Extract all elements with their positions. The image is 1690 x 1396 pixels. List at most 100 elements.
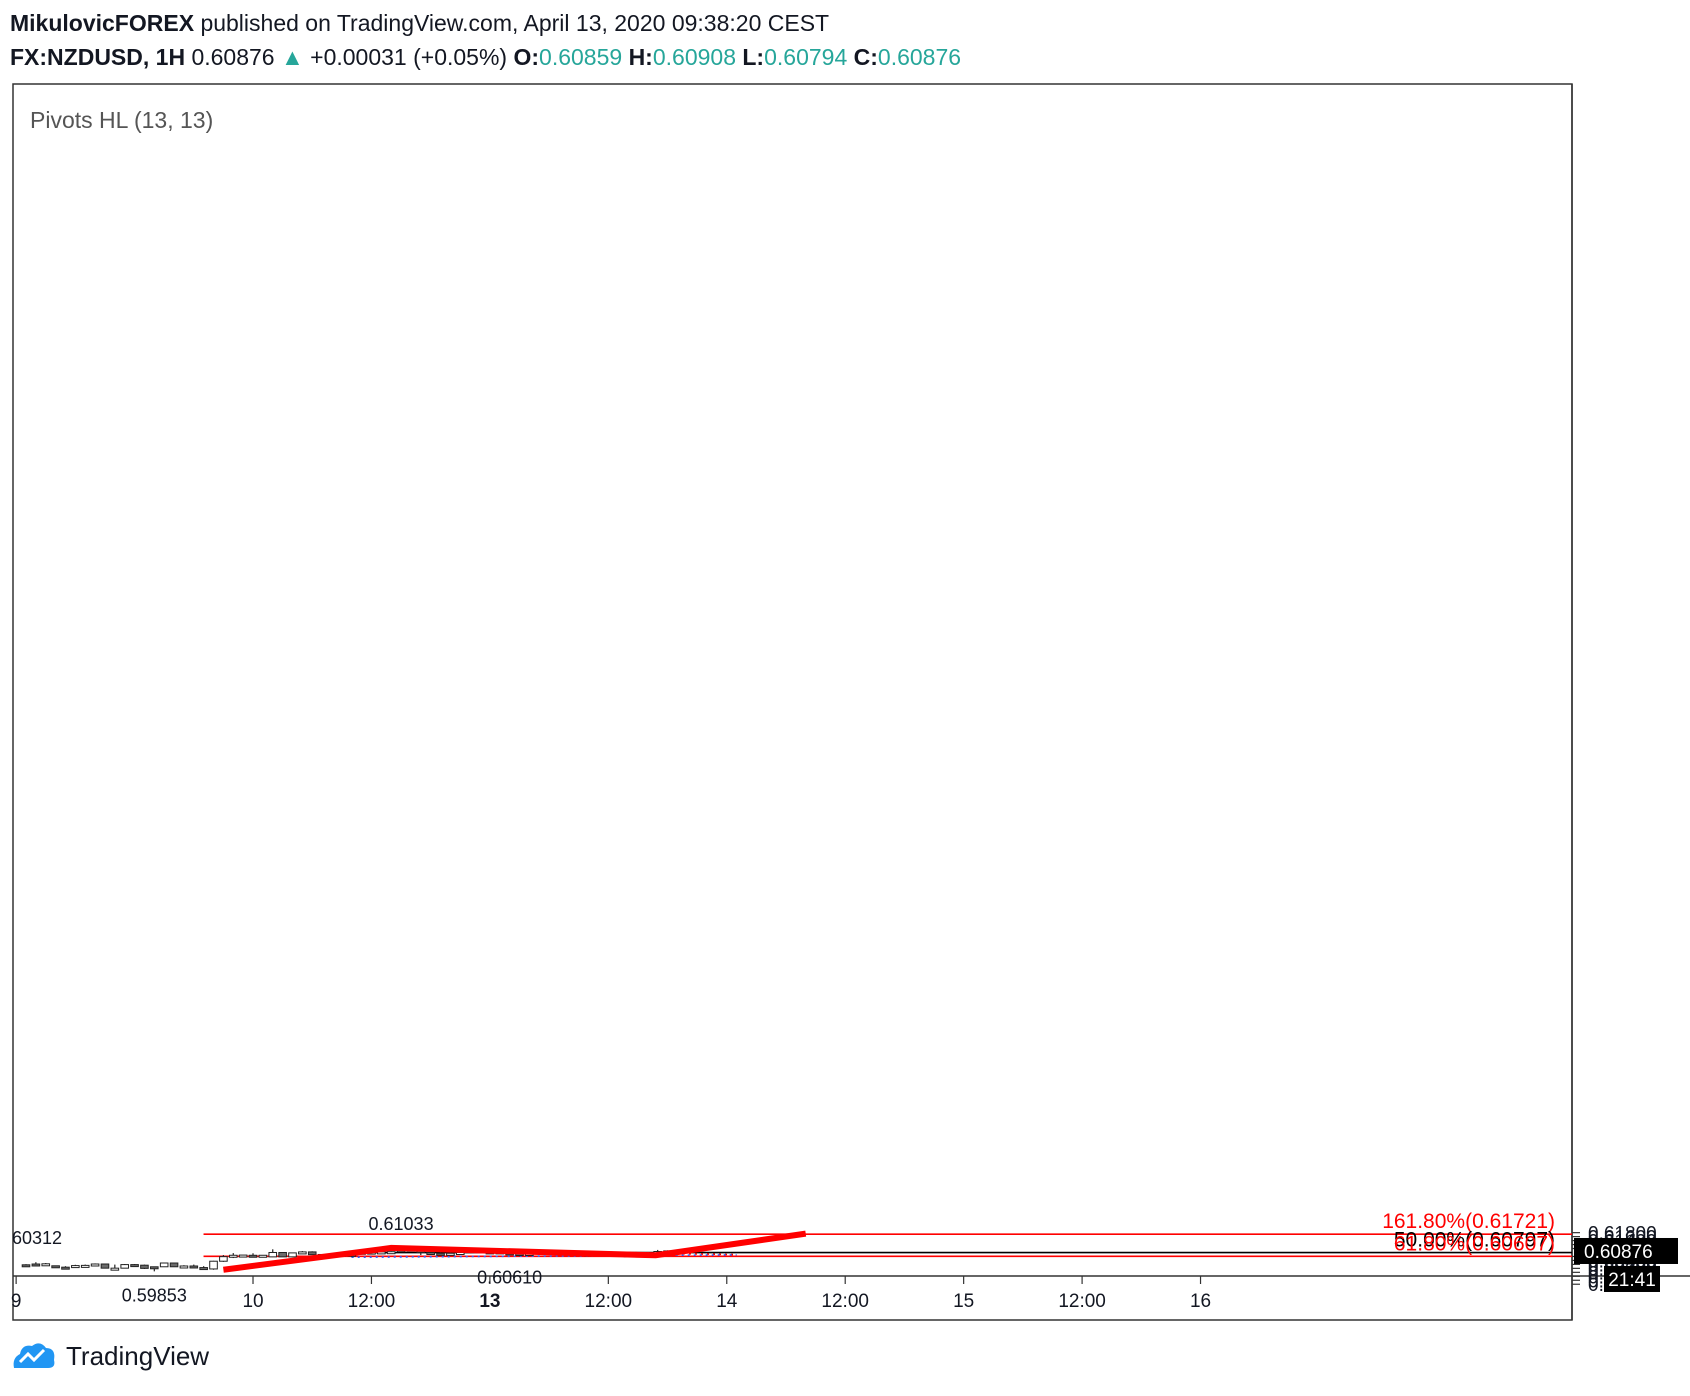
candle — [41, 1263, 51, 1267]
candle — [436, 1252, 445, 1256]
footer: TradingView — [10, 1340, 209, 1372]
candle — [71, 1264, 80, 1269]
candle-body — [248, 1254, 258, 1258]
high-label: H: — [628, 44, 653, 70]
candle-body — [199, 1267, 208, 1271]
x-tick-label: 12:00 — [821, 1291, 869, 1312]
candle — [228, 1253, 238, 1259]
candle — [386, 1251, 396, 1255]
x-tick-label: 16 — [1190, 1291, 1211, 1312]
candle — [51, 1265, 60, 1269]
candle-body — [41, 1263, 51, 1267]
x-tick-label: 9 — [11, 1291, 22, 1312]
candle-body — [219, 1256, 228, 1262]
pivot-label: 0.60610 — [477, 1267, 542, 1287]
projection-path — [223, 1230, 807, 1273]
x-tick-label: 13 — [479, 1291, 500, 1312]
candle-body — [80, 1264, 90, 1268]
publish-info: published on TradingView.com, April 13, … — [200, 10, 830, 36]
price-badge-box — [1574, 1237, 1678, 1264]
symbol-line: FX:NZDUSD, 1H 0.60876 ▲ +0.00031 (+0.05%… — [10, 40, 961, 74]
candle-body — [228, 1254, 238, 1258]
indicator-label[interactable]: Pivots HL (13, 13) — [30, 107, 213, 133]
price-badge-value: 0.60876 — [1584, 1242, 1653, 1263]
close-value: 0.60876 — [877, 44, 962, 70]
x-tick-label: 12:00 — [585, 1291, 633, 1312]
pivot-label: 0.61033 — [369, 1214, 434, 1234]
candle — [288, 1252, 297, 1258]
candle-body — [446, 1252, 455, 1256]
candle-body — [179, 1265, 189, 1269]
candle-body — [169, 1262, 179, 1268]
candle — [31, 1262, 41, 1267]
candle-body — [71, 1265, 80, 1269]
price-badge: 0.60876 21:41 — [1574, 1237, 1678, 1292]
candle-body — [140, 1264, 149, 1269]
candle-body — [51, 1265, 60, 1269]
candle-body — [209, 1260, 218, 1270]
candle — [307, 1251, 317, 1256]
x-tick-label: 12:00 — [1058, 1291, 1106, 1312]
candle — [258, 1254, 268, 1258]
candle — [189, 1264, 199, 1269]
candle-body — [61, 1266, 70, 1270]
candle — [61, 1266, 70, 1270]
candle — [130, 1263, 139, 1268]
pivot-label: 0.59853 — [122, 1285, 187, 1305]
fib-level-label: 50.00%(0.60797) — [1394, 1229, 1555, 1252]
candle-body — [436, 1252, 445, 1256]
projection-line — [223, 1230, 807, 1273]
candle-body — [298, 1251, 307, 1255]
tradingview-logo-icon[interactable] — [10, 1340, 58, 1372]
candle — [110, 1264, 120, 1271]
author-name[interactable]: MikulovicFOREX — [10, 10, 195, 36]
candle — [278, 1251, 287, 1258]
high-value: 0.60908 — [652, 44, 736, 70]
chart-header: MikulovicFOREX published on TradingView.… — [10, 6, 961, 74]
publish-line: MikulovicFOREX published on TradingView.… — [10, 6, 961, 40]
candle — [90, 1263, 100, 1267]
candle — [209, 1260, 218, 1270]
time-axis[interactable]: 9 10 12:00 13 12:00 14 12:00 15 12:00 16 — [11, 1276, 1211, 1312]
candle — [219, 1255, 228, 1262]
candle-body — [238, 1254, 248, 1258]
candle-body — [278, 1251, 287, 1258]
candle — [238, 1254, 248, 1258]
open-value: 0.60859 — [539, 44, 623, 70]
last-price: 0.60876 — [191, 44, 275, 70]
x-tick-label: 12:00 — [348, 1291, 396, 1312]
candle — [169, 1262, 179, 1268]
candle-body — [31, 1263, 41, 1267]
candle-body — [426, 1251, 435, 1255]
x-tick-label: 14 — [716, 1291, 738, 1312]
triangle-lower-line — [351, 1254, 737, 1259]
candle-body — [386, 1251, 396, 1255]
fib-level-label: 161.80%(0.61721) — [1382, 1210, 1555, 1233]
candle-body — [21, 1264, 31, 1268]
candle-body — [150, 1266, 159, 1270]
up-arrow-icon: ▲ — [280, 44, 304, 70]
footer-brand[interactable]: TradingView — [66, 1340, 210, 1371]
candle — [268, 1249, 278, 1258]
x-tick-label: 10 — [242, 1291, 263, 1312]
candle — [140, 1264, 149, 1269]
candle — [120, 1263, 130, 1269]
candle — [21, 1264, 31, 1268]
candle — [150, 1266, 159, 1272]
candle — [179, 1265, 189, 1269]
candle-body — [268, 1251, 278, 1258]
candle — [248, 1253, 258, 1258]
candle-body — [120, 1264, 130, 1269]
pivot-labels: 60312 0.59853 0.61033 0.60610 — [12, 1214, 542, 1305]
candle-body — [307, 1251, 317, 1256]
time-badge-value: 21:41 — [1608, 1270, 1656, 1291]
candle — [298, 1251, 307, 1255]
candle — [159, 1262, 169, 1268]
symbol-label[interactable]: FX:NZDUSD, 1H — [10, 44, 186, 70]
low-value: 0.60794 — [764, 44, 848, 70]
candle-body — [159, 1262, 169, 1268]
candle — [199, 1266, 208, 1271]
candle-body — [130, 1264, 139, 1268]
close-label: C: — [853, 44, 878, 70]
